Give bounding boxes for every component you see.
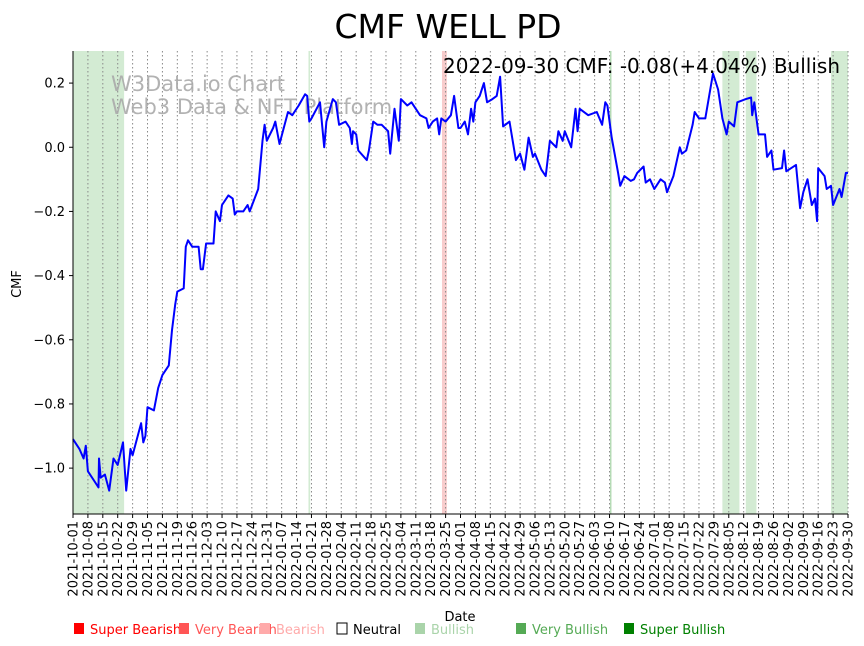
y-tick-label: −0.6 [33, 333, 65, 348]
x-tick-label: 2022-08-26 [767, 521, 782, 597]
region-very-bullish [308, 51, 311, 514]
x-tick-label: 2022-03-04 [394, 521, 409, 597]
x-tick-label: 2022-03-18 [424, 521, 439, 597]
x-tick-label: 2022-04-29 [514, 521, 529, 597]
legend-label: Very Bullish [532, 623, 608, 638]
legend-swatch [415, 623, 425, 634]
x-tick-label: 2022-01-21 [305, 521, 320, 597]
y-tick-label: 0.0 [44, 141, 65, 156]
x-ticks: 2021-10-01 2021-10-08 2021-10-15 2021-10-22… [67, 514, 857, 597]
region-very-bullish [745, 51, 757, 514]
y-axis-label: CMF [10, 270, 25, 298]
x-tick-label: 2022-07-08 [663, 521, 678, 597]
watermark: W3Data.io Chart Web3 Data & NFT Platform [111, 72, 392, 119]
y-tick-label: 0.2 [44, 77, 65, 92]
x-tick-label: 2022-06-10 [603, 521, 618, 597]
x-tick-label: 2021-12-03 [201, 521, 216, 597]
x-tick-label: 2022-03-25 [439, 521, 454, 597]
region-very-bullish [609, 51, 612, 514]
legend-swatch [624, 623, 634, 634]
x-tick-label: 2022-09-02 [782, 521, 797, 597]
watermark-line-2: Web3 Data & NFT Platform [111, 95, 392, 119]
legend-label: Bearish [276, 623, 325, 638]
legend-label: Neutral [353, 623, 401, 638]
x-tick-label: 2021-12-24 [245, 521, 260, 597]
y-tick-label: −0.4 [33, 269, 65, 284]
x-tick-label: 2022-06-17 [618, 521, 633, 597]
sentiment-regions [73, 51, 848, 514]
region-very-bullish [73, 51, 125, 514]
region-very-bullish [830, 51, 848, 514]
x-tick-label: 2022-06-24 [633, 521, 648, 597]
legend-swatch [516, 623, 526, 634]
x-tick-label: 2021-11-12 [156, 521, 171, 597]
x-tick-label: 2022-01-07 [275, 521, 290, 597]
x-tick-label: 2022-02-11 [350, 521, 365, 597]
legend-swatch [260, 623, 270, 634]
legend-label: Super Bullish [640, 623, 725, 638]
x-tick-label: 2022-09-09 [797, 521, 812, 597]
x-tick-label: 2021-10-01 [67, 521, 82, 597]
legend-label: Very Bearish [195, 623, 277, 638]
legend: Super Bearish Very Bearish Bearish Neutral B… [74, 622, 725, 638]
x-tick-label: 2022-07-29 [707, 521, 722, 597]
x-tick-label: 2022-08-12 [737, 521, 752, 597]
legend-swatch [74, 623, 84, 634]
x-tick-label: 2022-09-16 [812, 521, 827, 597]
x-tick-label: 2022-04-01 [454, 521, 469, 597]
x-tick-label: 2021-12-10 [216, 521, 231, 597]
x-tick-label: 2022-05-13 [543, 521, 558, 597]
x-tick-label: 2022-01-14 [290, 521, 305, 597]
x-tick-label: 2022-02-04 [335, 521, 350, 597]
region-very-bullish [722, 51, 740, 514]
chart-title: CMF WELL PD [334, 7, 561, 46]
x-tick-label: 2022-07-22 [692, 521, 707, 597]
y-tick-label: −0.8 [33, 397, 65, 412]
x-tick-label: 2022-08-19 [752, 521, 767, 597]
x-tick-label: 2022-07-01 [648, 521, 663, 597]
y-tick-label: −1.0 [33, 462, 65, 477]
x-tick-label: 2021-11-19 [171, 521, 186, 597]
legend-swatch [336, 622, 348, 635]
x-tick-label: 2022-05-27 [573, 521, 588, 597]
x-axis-label: Date [444, 610, 475, 625]
cmf-series-line [72, 72, 848, 492]
y-ticks: 0.2 0.0 −0.2 −0.4 −0.6 −0.8 −1.0 [33, 77, 73, 477]
x-tick-label: 2022-02-18 [365, 521, 380, 597]
region-bearish [441, 51, 447, 514]
x-tick-label: 2022-07-15 [678, 521, 693, 597]
x-tick-label: 2022-05-06 [529, 521, 544, 597]
x-tick-label: 2022-04-22 [499, 521, 514, 597]
x-tick-label: 2022-04-15 [484, 521, 499, 597]
x-tick-label: 2021-10-15 [96, 521, 111, 597]
x-tick-label: 2022-09-23 [827, 521, 842, 597]
x-tick-label: 2021-10-22 [111, 521, 126, 597]
x-tick-label: 2022-05-20 [558, 521, 573, 597]
legend-label: Super Bearish [90, 623, 181, 638]
x-tick-label: 2021-10-08 [81, 521, 96, 597]
x-tick-label: 2021-10-29 [126, 521, 141, 597]
x-tick-label: 2021-11-26 [186, 521, 201, 597]
x-tick-label: 2022-04-08 [469, 521, 484, 597]
x-tick-label: 2022-01-28 [320, 521, 335, 597]
watermark-line-1: W3Data.io Chart [111, 72, 285, 96]
legend-swatch [179, 623, 189, 634]
x-tick-label: 2022-09-30 [842, 521, 857, 597]
y-tick-label: −0.2 [33, 205, 65, 220]
x-tick-label: 2021-12-17 [230, 521, 245, 597]
legend-label: Bullish [431, 623, 474, 638]
x-tick-label: 2021-11-05 [141, 521, 156, 597]
latest-annotation: 2022-09-30 CMF: -0.08(+4.04%) Bullish [443, 54, 840, 78]
x-tick-label: 2022-02-25 [379, 521, 394, 597]
x-tick-label: 2022-08-05 [722, 521, 737, 597]
x-tick-label: 2022-03-11 [409, 521, 424, 597]
x-tick-label: 2021-12-31 [260, 521, 275, 597]
x-tick-label: 2022-06-03 [588, 521, 603, 597]
